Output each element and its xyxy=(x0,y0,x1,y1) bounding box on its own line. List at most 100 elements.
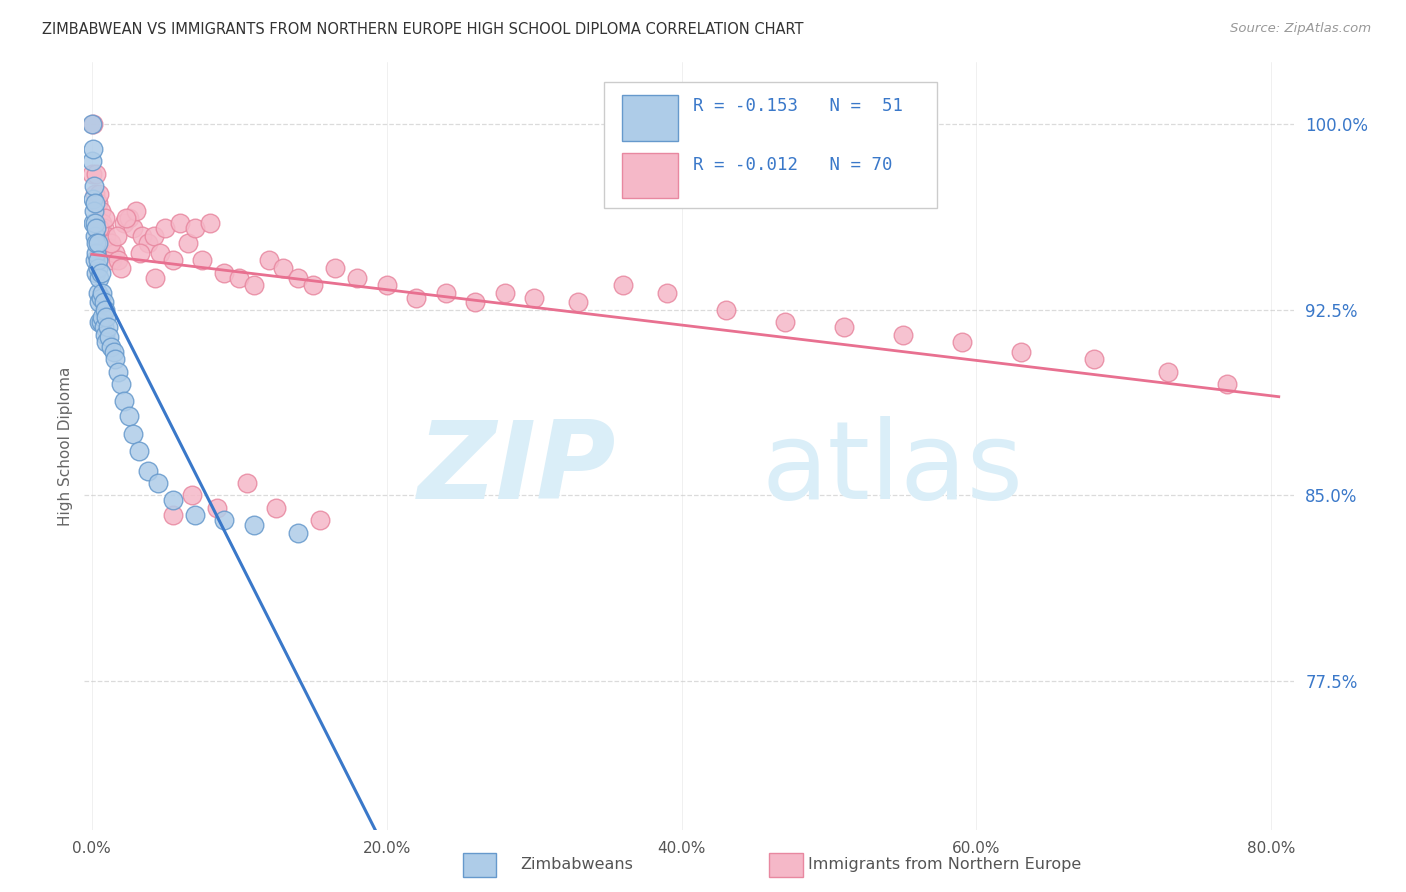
Point xyxy=(273,260,295,275)
Point xyxy=(287,525,309,540)
Point xyxy=(86,260,108,275)
Point xyxy=(103,345,125,359)
Point xyxy=(117,409,139,424)
Point xyxy=(434,285,457,300)
Point xyxy=(228,270,250,285)
Point xyxy=(107,253,129,268)
Point xyxy=(90,203,112,218)
Point xyxy=(184,221,207,235)
Point xyxy=(87,221,110,235)
FancyBboxPatch shape xyxy=(623,153,678,198)
Point xyxy=(93,295,115,310)
Point xyxy=(162,253,184,268)
Point xyxy=(101,253,124,268)
Point xyxy=(96,310,118,325)
Point xyxy=(181,488,204,502)
Point xyxy=(243,518,266,533)
Point xyxy=(83,196,105,211)
Text: atlas: atlas xyxy=(762,416,1024,522)
Point xyxy=(100,340,122,354)
Point xyxy=(1216,377,1239,392)
Point xyxy=(129,246,152,260)
Text: Zimbabweans: Zimbabweans xyxy=(520,857,633,872)
Point xyxy=(131,228,153,243)
Point xyxy=(90,291,112,305)
Point xyxy=(84,216,107,230)
Point xyxy=(84,246,107,260)
Text: Source: ZipAtlas.com: Source: ZipAtlas.com xyxy=(1230,22,1371,36)
Point xyxy=(309,513,332,527)
Point xyxy=(214,266,236,280)
Point xyxy=(94,327,117,342)
Point xyxy=(114,211,136,226)
Point xyxy=(98,330,121,344)
Point xyxy=(86,285,108,300)
Point xyxy=(375,278,398,293)
Point xyxy=(112,394,135,409)
Point xyxy=(523,291,546,305)
Point xyxy=(714,302,737,317)
Point xyxy=(1157,365,1180,379)
Point xyxy=(94,302,117,317)
Point xyxy=(264,500,287,515)
Point xyxy=(84,266,107,280)
Point xyxy=(110,260,132,275)
Point xyxy=(82,142,104,156)
Point xyxy=(122,221,145,235)
Point xyxy=(155,221,177,235)
Point xyxy=(91,310,114,325)
Point xyxy=(90,266,112,280)
Point xyxy=(93,320,115,334)
Point xyxy=(98,241,121,255)
Point xyxy=(235,476,257,491)
Point xyxy=(87,186,110,201)
Point xyxy=(1083,352,1105,367)
Text: ZIMBABWEAN VS IMMIGRANTS FROM NORTHERN EUROPE HIGH SCHOOL DIPLOMA CORRELATION CH: ZIMBABWEAN VS IMMIGRANTS FROM NORTHERN E… xyxy=(42,22,804,37)
Point xyxy=(82,117,104,131)
Point xyxy=(198,216,221,230)
Point xyxy=(91,216,114,230)
Point xyxy=(84,221,107,235)
Point xyxy=(110,377,132,392)
Point xyxy=(891,327,914,342)
Point xyxy=(83,179,105,194)
Point xyxy=(96,228,118,243)
Point xyxy=(100,236,122,251)
Point xyxy=(84,167,107,181)
Point xyxy=(107,365,129,379)
Point xyxy=(117,211,139,226)
Point xyxy=(87,270,110,285)
Point xyxy=(136,464,159,478)
Point xyxy=(87,295,110,310)
Point xyxy=(143,270,166,285)
FancyBboxPatch shape xyxy=(623,95,678,141)
Point xyxy=(184,508,207,523)
Point xyxy=(90,315,112,329)
Point xyxy=(105,228,128,243)
Point xyxy=(950,334,973,349)
Point xyxy=(82,216,104,230)
Point xyxy=(148,246,170,260)
Point xyxy=(125,203,148,218)
Point xyxy=(214,513,236,527)
Point xyxy=(567,295,589,310)
Y-axis label: High School Diploma: High School Diploma xyxy=(58,367,73,525)
Point xyxy=(773,315,796,329)
Text: Immigrants from Northern Europe: Immigrants from Northern Europe xyxy=(808,857,1081,872)
Point xyxy=(162,493,184,508)
Point xyxy=(83,186,105,201)
Point xyxy=(87,253,110,268)
Point xyxy=(104,246,127,260)
Point xyxy=(162,508,184,523)
Point xyxy=(128,444,150,458)
Point xyxy=(176,236,198,251)
Point xyxy=(83,228,105,243)
Point xyxy=(112,216,135,230)
Point xyxy=(464,295,486,310)
Point xyxy=(494,285,516,300)
Point xyxy=(87,315,110,329)
Point xyxy=(323,260,346,275)
Point xyxy=(243,278,266,293)
Point xyxy=(80,117,103,131)
Point xyxy=(205,500,228,515)
